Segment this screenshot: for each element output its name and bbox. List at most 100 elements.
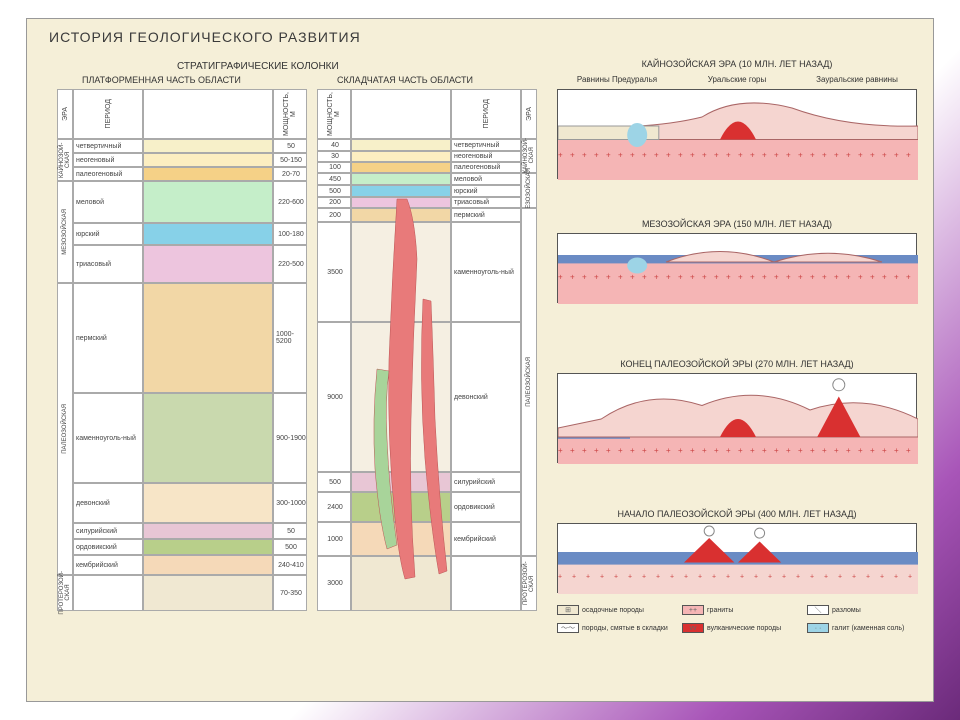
svg-text:+: + <box>690 151 695 160</box>
svg-text:+: + <box>846 151 851 160</box>
strat-col <box>143 153 273 167</box>
svg-text:+: + <box>786 151 791 160</box>
strat-thick: 450 <box>317 173 351 185</box>
svg-text:+: + <box>606 273 611 282</box>
strat-col <box>351 151 451 162</box>
svg-text:+: + <box>642 446 647 455</box>
svg-text:+: + <box>698 574 702 581</box>
strat-period: юрский <box>73 223 143 245</box>
strat-col <box>143 483 273 523</box>
svg-text:+: + <box>594 446 599 455</box>
svg-text:+: + <box>822 446 827 455</box>
strat-thick: 9000 <box>317 322 351 472</box>
strat-period: каменноуголь-ный <box>451 222 521 322</box>
svg-text:+: + <box>762 151 767 160</box>
svg-text:+: + <box>630 446 635 455</box>
strat-thick: 3500 <box>317 222 351 322</box>
svg-text:+: + <box>714 446 719 455</box>
svg-text:+: + <box>586 574 590 581</box>
strat-period: палеогеновый <box>451 162 521 173</box>
strat-col <box>351 197 451 208</box>
strat-col <box>351 472 451 492</box>
svg-text:+: + <box>642 574 646 581</box>
svg-text:+: + <box>678 446 683 455</box>
svg-text:+: + <box>558 574 562 581</box>
svg-text:+: + <box>654 446 659 455</box>
svg-text:+: + <box>858 273 863 282</box>
strat-col <box>143 575 273 611</box>
cross-section: ++++++++++++++++++++++++++++++ <box>557 373 917 463</box>
strat-period: четвертичный <box>73 139 143 153</box>
strat-col <box>351 322 451 472</box>
strat-period: каменноуголь-ный <box>73 393 143 483</box>
section-title: МЕЗОЗОЙСКАЯ ЭРА (150 МЛН. ЛЕТ НАЗАД) <box>557 219 917 229</box>
svg-text:+: + <box>726 446 731 455</box>
strat-thick: 70-350 <box>273 575 307 611</box>
svg-text:+: + <box>558 273 563 282</box>
strat-thick: 900-1900 <box>273 393 307 483</box>
svg-text:+: + <box>594 273 599 282</box>
svg-text:+: + <box>810 273 815 282</box>
legend-item: ～～породы, смятые в складки <box>557 623 682 633</box>
strat-thick: 100 <box>317 162 351 173</box>
diagram-page: ИСТОРИЯ ГЕОЛОГИЧЕСКОГО РАЗВИТИЯ СТРАТИГР… <box>26 18 934 702</box>
strat-thick: 30 <box>317 151 351 162</box>
svg-text:+: + <box>838 574 842 581</box>
era-label: ПРОТЕРОЗОЙ-СКАЯ <box>521 556 537 611</box>
svg-text:+: + <box>714 151 719 160</box>
era-label: МЕЗОЗОЙСКАЯ <box>521 173 537 208</box>
svg-text:+: + <box>894 273 899 282</box>
svg-text:+: + <box>582 151 587 160</box>
era-label: ПРОТЕРОЗОЙ-СКАЯ <box>57 575 73 611</box>
svg-text:+: + <box>768 574 772 581</box>
strat-period: силурийский <box>451 472 521 492</box>
era-label: ПАЛЕОЗОЙСКАЯ <box>57 283 73 575</box>
column-header: ЭРА <box>521 89 537 139</box>
strat-period: неогеновый <box>451 151 521 162</box>
svg-text:+: + <box>570 151 575 160</box>
era-label: КАЙНОЗОЙ-СКАЯ <box>57 139 73 181</box>
svg-text:+: + <box>738 273 743 282</box>
svg-text:+: + <box>690 273 695 282</box>
section-region-label: Уральские горы <box>677 75 797 84</box>
strat-col <box>143 181 273 223</box>
strat-thick: 200 <box>317 197 351 208</box>
svg-text:+: + <box>894 151 899 160</box>
svg-text:+: + <box>774 273 779 282</box>
svg-text:+: + <box>654 273 659 282</box>
svg-text:+: + <box>618 151 623 160</box>
svg-text:+: + <box>684 574 688 581</box>
svg-text:+: + <box>594 151 599 160</box>
svg-text:+: + <box>606 446 611 455</box>
legend-item: ⊞осадочные породы <box>557 605 682 615</box>
strat-thick: 500 <box>273 539 307 555</box>
svg-text:+: + <box>906 446 911 455</box>
svg-text:+: + <box>690 446 695 455</box>
svg-text:+: + <box>858 446 863 455</box>
column-header: ЭРА <box>57 89 73 139</box>
strat-thick: 240-410 <box>273 555 307 575</box>
svg-text:+: + <box>846 273 851 282</box>
svg-text:+: + <box>656 574 660 581</box>
strat-col <box>351 139 451 151</box>
svg-text:+: + <box>630 151 635 160</box>
strat-thick: 1000 <box>317 522 351 556</box>
legend-item: ++граниты <box>682 605 807 615</box>
svg-text:+: + <box>834 446 839 455</box>
strat-period <box>73 575 143 611</box>
svg-text:+: + <box>666 273 671 282</box>
era-label: МЕЗОЗОЙСКАЯ <box>57 181 73 283</box>
column-header <box>351 89 451 139</box>
svg-text:+: + <box>882 273 887 282</box>
svg-text:+: + <box>702 446 707 455</box>
strat-thick: 100-180 <box>273 223 307 245</box>
svg-text:+: + <box>582 273 587 282</box>
svg-text:+: + <box>582 446 587 455</box>
svg-text:+: + <box>678 151 683 160</box>
svg-text:+: + <box>570 446 575 455</box>
svg-text:+: + <box>750 151 755 160</box>
section-region-label: Зауральские равнины <box>797 75 917 84</box>
strat-thick: 500 <box>317 472 351 492</box>
svg-text:+: + <box>882 446 887 455</box>
strat-period: триасовый <box>451 197 521 208</box>
